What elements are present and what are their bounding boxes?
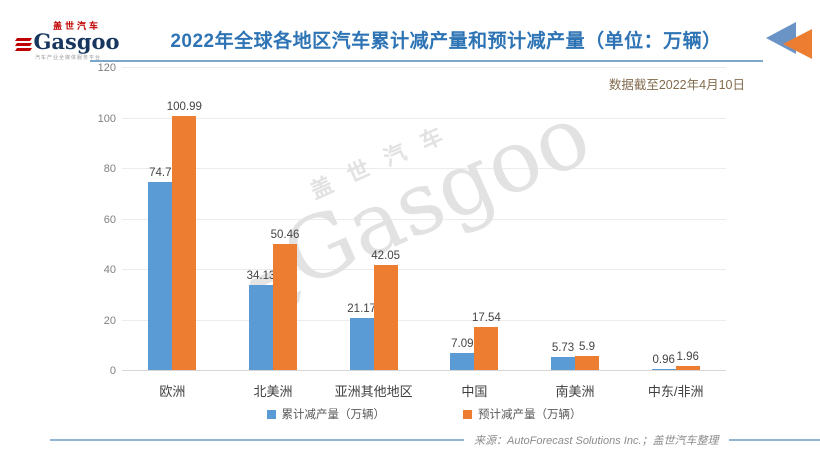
x-axis-category-labels: 欧洲 北美洲 亚洲其他地区 中国 南美洲 中东/非洲 xyxy=(122,381,726,400)
gridline-120 xyxy=(122,67,726,68)
data-cutoff-note: 数据截至2022年4月10日 xyxy=(608,78,745,92)
logo-tagline: 汽车产业全媒体服务平台 xyxy=(34,55,101,61)
y-tick-label-120: 120 xyxy=(97,62,116,74)
category-label-5: 中东/非洲 xyxy=(647,384,704,399)
legend: 累计减产量（万辆） 预计减产量（万辆） xyxy=(122,406,726,422)
bar-group-0: 74.7 100.99 xyxy=(122,68,223,371)
barwrap-cumulative-3: 7.09 xyxy=(450,338,475,371)
bar-cumulative-4 xyxy=(551,356,576,371)
logo-stripes-icon xyxy=(15,38,33,51)
y-tick-label-20: 20 xyxy=(103,314,116,327)
barwrap-projected-2: 42.05 xyxy=(371,250,400,371)
gasgoo-logo: 盖世汽车 Gasgoo 汽车产业全媒体服务平台 xyxy=(15,19,120,61)
barwrap-projected-3: 17.54 xyxy=(472,312,501,371)
data-label-projected-5: 1.96 xyxy=(676,351,699,364)
y-tick-label-60: 60 xyxy=(103,213,116,226)
gridline-60 xyxy=(122,218,726,220)
barwrap-cumulative-1: 34.13 xyxy=(247,270,275,371)
bar-projected-2 xyxy=(373,264,398,371)
data-label-projected-2: 42.05 xyxy=(371,249,401,262)
data-label-projected-1: 50.46 xyxy=(270,228,300,241)
source-text: 来源：AutoForecast Solutions Inc.；盖世汽车整理 xyxy=(474,435,719,447)
barwrap-projected-4: 5.9 xyxy=(575,341,600,371)
bar-projected-3 xyxy=(474,326,499,371)
barwrap-projected-5: 1.96 xyxy=(675,351,700,371)
barwrap-projected-0: 100.99 xyxy=(167,101,202,371)
gridline-0 xyxy=(122,369,726,371)
data-label-cumulative-3: 7.09 xyxy=(451,338,474,351)
barwrap-cumulative-4: 5.73 xyxy=(551,342,576,371)
category-label-2: 亚洲其他地区 xyxy=(334,384,413,399)
footer-rule-right xyxy=(728,439,820,441)
bar-projected-4 xyxy=(575,356,600,371)
gridline-100 xyxy=(122,117,726,119)
y-tick-label-0: 0 xyxy=(109,365,116,377)
data-label-cumulative-4: 5.73 xyxy=(551,341,575,354)
data-label-projected-0: 100.99 xyxy=(166,101,202,114)
page-title: 2022年全球各地区汽车累计减产量和预计减产量（单位：万辆） xyxy=(170,31,722,52)
bar-group-3: 7.09 17.54 xyxy=(424,68,525,371)
category-label-4: 南美洲 xyxy=(555,384,595,399)
category-label-3: 中国 xyxy=(461,384,488,399)
logo-brand-en: Gasgoo xyxy=(33,29,120,54)
bar-chart: 0 20 40 60 80 100 120 74.7 100.99 34.13 50.46 21.1… xyxy=(0,62,820,377)
y-tick-label-100: 100 xyxy=(97,112,116,125)
data-label-cumulative-5: 0.96 xyxy=(652,353,675,366)
corner-arrow-orange-icon xyxy=(783,29,812,59)
bar-group-2: 21.17 42.05 xyxy=(323,68,424,371)
gridline-20 xyxy=(122,319,726,321)
bar-projected-0 xyxy=(172,116,197,371)
logo-brand-cn: 盖世汽车 xyxy=(52,21,101,31)
legend-item-cumulative: 累计减产量（万辆） xyxy=(266,406,386,422)
data-label-projected-3: 17.54 xyxy=(471,311,501,324)
barwrap-cumulative-0: 74.7 xyxy=(148,167,173,371)
y-tick-label-80: 80 xyxy=(103,163,116,175)
data-label-cumulative-1: 34.13 xyxy=(246,269,276,282)
legend-label: 累计减产量（万辆） xyxy=(281,409,386,421)
legend-swatch-icon xyxy=(266,409,276,419)
barwrap-cumulative-2: 21.17 xyxy=(347,303,376,371)
legend-label: 预计减产量（万辆） xyxy=(478,409,582,421)
footer: 来源：AutoForecast Solutions Inc.；盖世汽车整理 xyxy=(50,432,820,448)
bar-cumulative-2 xyxy=(349,317,374,371)
bar-cumulative-3 xyxy=(450,353,475,371)
data-label-cumulative-2: 21.17 xyxy=(347,302,377,315)
bar-group-4: 5.73 5.9 xyxy=(525,68,626,371)
data-label-projected-4: 5.9 xyxy=(579,341,596,354)
y-tick-label-40: 40 xyxy=(103,264,116,276)
bar-group-1: 34.13 50.46 xyxy=(223,68,324,371)
gridline-40 xyxy=(122,269,726,270)
data-label-cumulative-0: 74.7 xyxy=(149,167,172,180)
bar-groups: 74.7 100.99 34.13 50.46 21.17 42.05 7.09 17.54 5… xyxy=(122,68,726,371)
bar-cumulative-0 xyxy=(148,182,173,371)
category-label-1: 北美洲 xyxy=(253,384,293,399)
bar-cumulative-1 xyxy=(249,284,273,371)
legend-swatch-icon xyxy=(463,409,472,419)
barwrap-projected-1: 50.46 xyxy=(271,229,299,371)
bar-projected-1 xyxy=(273,243,297,371)
footer-rule-left xyxy=(50,439,464,441)
bar-group-5: 0.96 1.96 xyxy=(625,68,726,371)
category-label-0: 欧洲 xyxy=(159,384,186,399)
legend-item-projected: 预计减产量（万辆） xyxy=(463,406,582,422)
bar-projected-5 xyxy=(675,366,700,371)
gridline-80 xyxy=(122,168,726,169)
title-underline xyxy=(90,60,763,62)
